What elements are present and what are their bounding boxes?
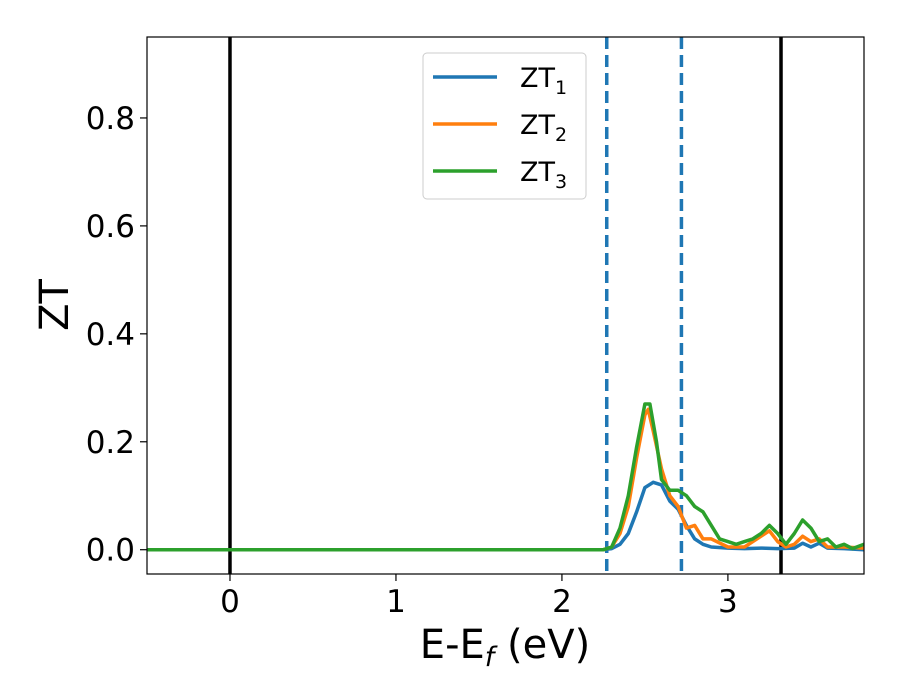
series-lines — [147, 402, 864, 552]
y-tick-label-3: 0.6 — [86, 209, 135, 245]
series-line-1 — [147, 480, 864, 552]
x-tick-label-3: 3 — [718, 584, 738, 620]
legend: ZT1 ZT2 ZT3 — [422, 52, 587, 200]
y-tick-label-1: 0.2 — [86, 425, 135, 461]
y-tick-label-2: 0.4 — [86, 317, 135, 353]
legend-label-3: ZT3 — [520, 157, 567, 193]
y-axis-label: ZT — [32, 279, 78, 331]
reference-lines — [228, 37, 783, 574]
x-tick-label-0: 0 — [220, 584, 240, 620]
legend-label-1: ZT1 — [520, 63, 567, 99]
plot-frame — [146, 36, 865, 575]
series-line-2 — [147, 407, 864, 552]
legend-label-2: ZT2 — [520, 110, 567, 146]
series-line-3 — [147, 402, 864, 552]
y-axis-ticks: 0.0 0.2 0.4 0.6 0.8 — [86, 101, 147, 569]
legend-box — [422, 52, 587, 200]
y-tick-label-0: 0.0 — [86, 533, 135, 569]
x-axis-ticks: 0 1 2 3 — [220, 574, 738, 620]
x-tick-label-2: 2 — [552, 584, 572, 620]
y-tick-label-4: 0.8 — [86, 101, 135, 137]
x-tick-label-1: 1 — [386, 584, 406, 620]
x-axis-label: E-Ef (eV) — [420, 622, 590, 673]
